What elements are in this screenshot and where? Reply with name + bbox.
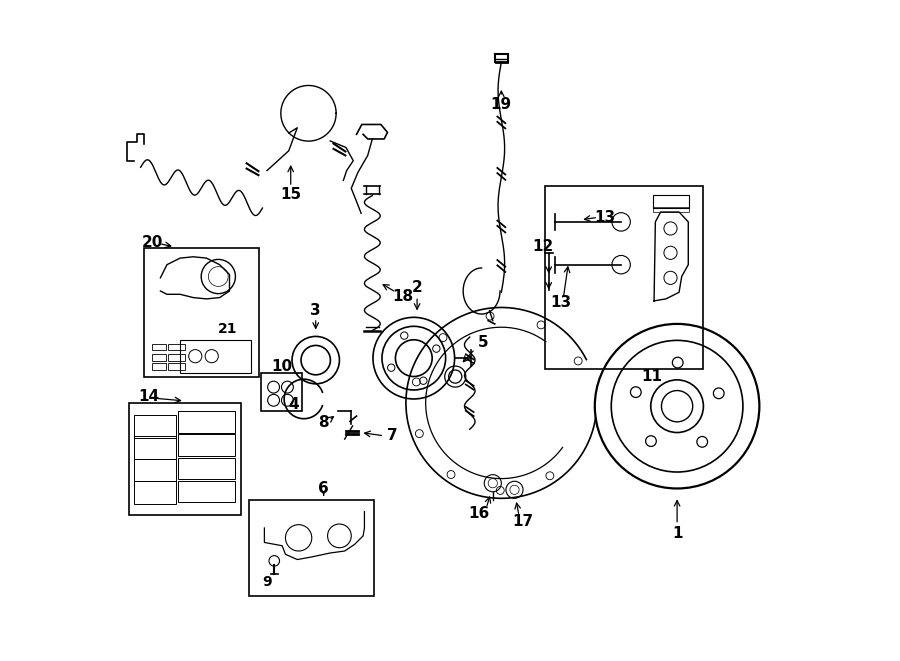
Bar xyxy=(652,208,688,212)
Text: 5: 5 xyxy=(478,335,488,350)
Text: 21: 21 xyxy=(218,321,238,336)
Text: 12: 12 xyxy=(532,239,554,254)
Text: 16: 16 xyxy=(468,506,490,521)
Text: 7: 7 xyxy=(387,428,398,444)
Text: 18: 18 xyxy=(392,289,413,304)
Bar xyxy=(652,195,688,208)
Text: 1: 1 xyxy=(671,525,682,541)
Text: 13: 13 xyxy=(550,295,572,311)
Text: 20: 20 xyxy=(142,235,163,250)
Text: 2: 2 xyxy=(411,280,422,295)
Text: 3: 3 xyxy=(310,303,321,317)
Text: 15: 15 xyxy=(280,188,302,202)
Text: 14: 14 xyxy=(138,389,159,404)
Text: 11: 11 xyxy=(641,369,662,384)
Text: 17: 17 xyxy=(512,514,533,529)
Text: 10: 10 xyxy=(271,359,292,374)
Text: 19: 19 xyxy=(491,97,512,112)
Text: 6: 6 xyxy=(319,481,329,496)
Text: 13: 13 xyxy=(595,210,616,225)
Text: 8: 8 xyxy=(319,415,328,430)
Text: 9: 9 xyxy=(262,575,272,589)
Text: 4: 4 xyxy=(288,397,299,412)
